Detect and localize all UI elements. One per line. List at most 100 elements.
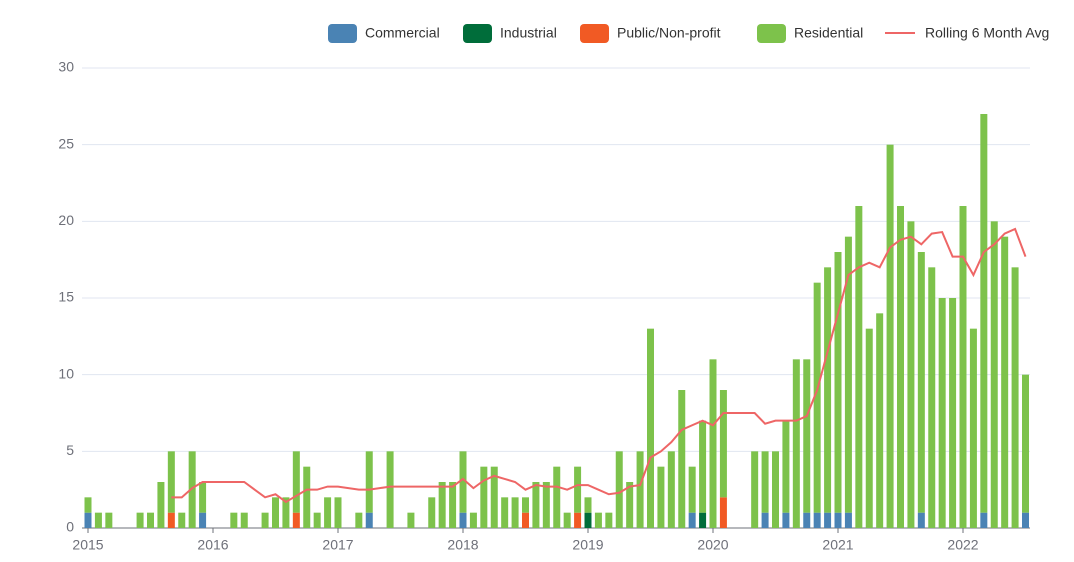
bar [709, 359, 717, 528]
bar [688, 512, 696, 528]
bar [261, 512, 269, 528]
bar [1022, 512, 1029, 528]
bar [719, 497, 727, 528]
bar [688, 466, 696, 513]
bar [438, 482, 446, 528]
bar [928, 267, 936, 528]
bar [959, 206, 967, 528]
bar [855, 206, 863, 528]
legend-swatch [463, 24, 492, 43]
bar [886, 144, 894, 528]
legend-swatch [580, 24, 609, 43]
x-tick-label: 2015 [72, 537, 103, 553]
bar [522, 512, 529, 528]
bar [542, 482, 550, 528]
bar [834, 252, 842, 513]
bar [532, 482, 540, 528]
bar [167, 451, 175, 513]
bar [282, 497, 290, 528]
bar [365, 451, 373, 513]
bar [917, 252, 925, 513]
bar [865, 328, 873, 528]
bar [907, 221, 915, 529]
bar [782, 512, 790, 528]
bar [303, 466, 311, 528]
bar [897, 206, 904, 528]
bar [313, 512, 321, 528]
bar [428, 497, 436, 528]
legend-label: Commercial [365, 25, 440, 41]
legend-label: Public/Non-profit [617, 25, 721, 41]
bar [167, 512, 175, 528]
bar [365, 512, 373, 528]
bar [751, 451, 759, 528]
bar [469, 512, 477, 528]
bar [813, 512, 821, 528]
bar [813, 282, 821, 513]
bar [178, 512, 186, 528]
bar [876, 313, 884, 528]
bar [480, 466, 488, 528]
x-tick-label: 2021 [822, 537, 853, 553]
y-tick-label: 5 [66, 442, 74, 458]
bar [844, 512, 852, 528]
bar [1022, 374, 1029, 513]
bar [990, 221, 998, 529]
bar [803, 359, 811, 513]
bar [407, 512, 415, 528]
bar [459, 451, 467, 513]
bar [292, 512, 300, 528]
bar [980, 512, 988, 528]
bar [147, 512, 154, 528]
bar [949, 298, 957, 528]
bar [980, 114, 988, 513]
bar [772, 451, 779, 528]
bar [824, 512, 832, 528]
bar [522, 497, 529, 513]
bar [511, 497, 519, 528]
bar [667, 451, 675, 528]
bar [292, 451, 300, 513]
x-tick-label: 2019 [572, 537, 603, 553]
bar [917, 512, 925, 528]
y-tick-label: 30 [58, 59, 74, 75]
x-tick-label: 2018 [447, 537, 478, 553]
bar [355, 512, 363, 528]
bar [792, 359, 800, 528]
x-tick-label: 2017 [322, 537, 353, 553]
bar [199, 512, 207, 528]
y-tick-label: 0 [66, 519, 74, 535]
bar [803, 512, 811, 528]
bar [844, 236, 852, 513]
bar [782, 420, 790, 513]
bar [157, 482, 165, 528]
x-tick-label: 2016 [197, 537, 228, 553]
bar [834, 512, 842, 528]
bar [615, 451, 623, 528]
bar [636, 451, 644, 528]
bar [563, 512, 571, 528]
bar [719, 390, 727, 498]
bar [272, 497, 279, 528]
y-tick-label: 20 [58, 212, 74, 228]
bar [824, 267, 832, 513]
bar [969, 328, 977, 528]
bar [647, 328, 654, 528]
bar [230, 512, 238, 528]
bar [501, 497, 509, 528]
line [171, 227, 1027, 504]
legend-label: Residential [794, 25, 863, 41]
legend-label: Rolling 6 Month Avg [925, 25, 1049, 41]
bar [553, 466, 561, 528]
legend-swatch [328, 24, 357, 43]
x-tick-label: 2022 [947, 537, 978, 553]
bar [938, 298, 946, 528]
y-tick-label: 15 [58, 289, 74, 305]
bar [574, 512, 582, 528]
y-tick-label: 25 [58, 135, 74, 151]
bar [761, 512, 769, 528]
legend: Commercial Industrial Public/Non-profit Res… [328, 24, 1049, 43]
bar [199, 482, 207, 513]
bar [584, 497, 592, 513]
